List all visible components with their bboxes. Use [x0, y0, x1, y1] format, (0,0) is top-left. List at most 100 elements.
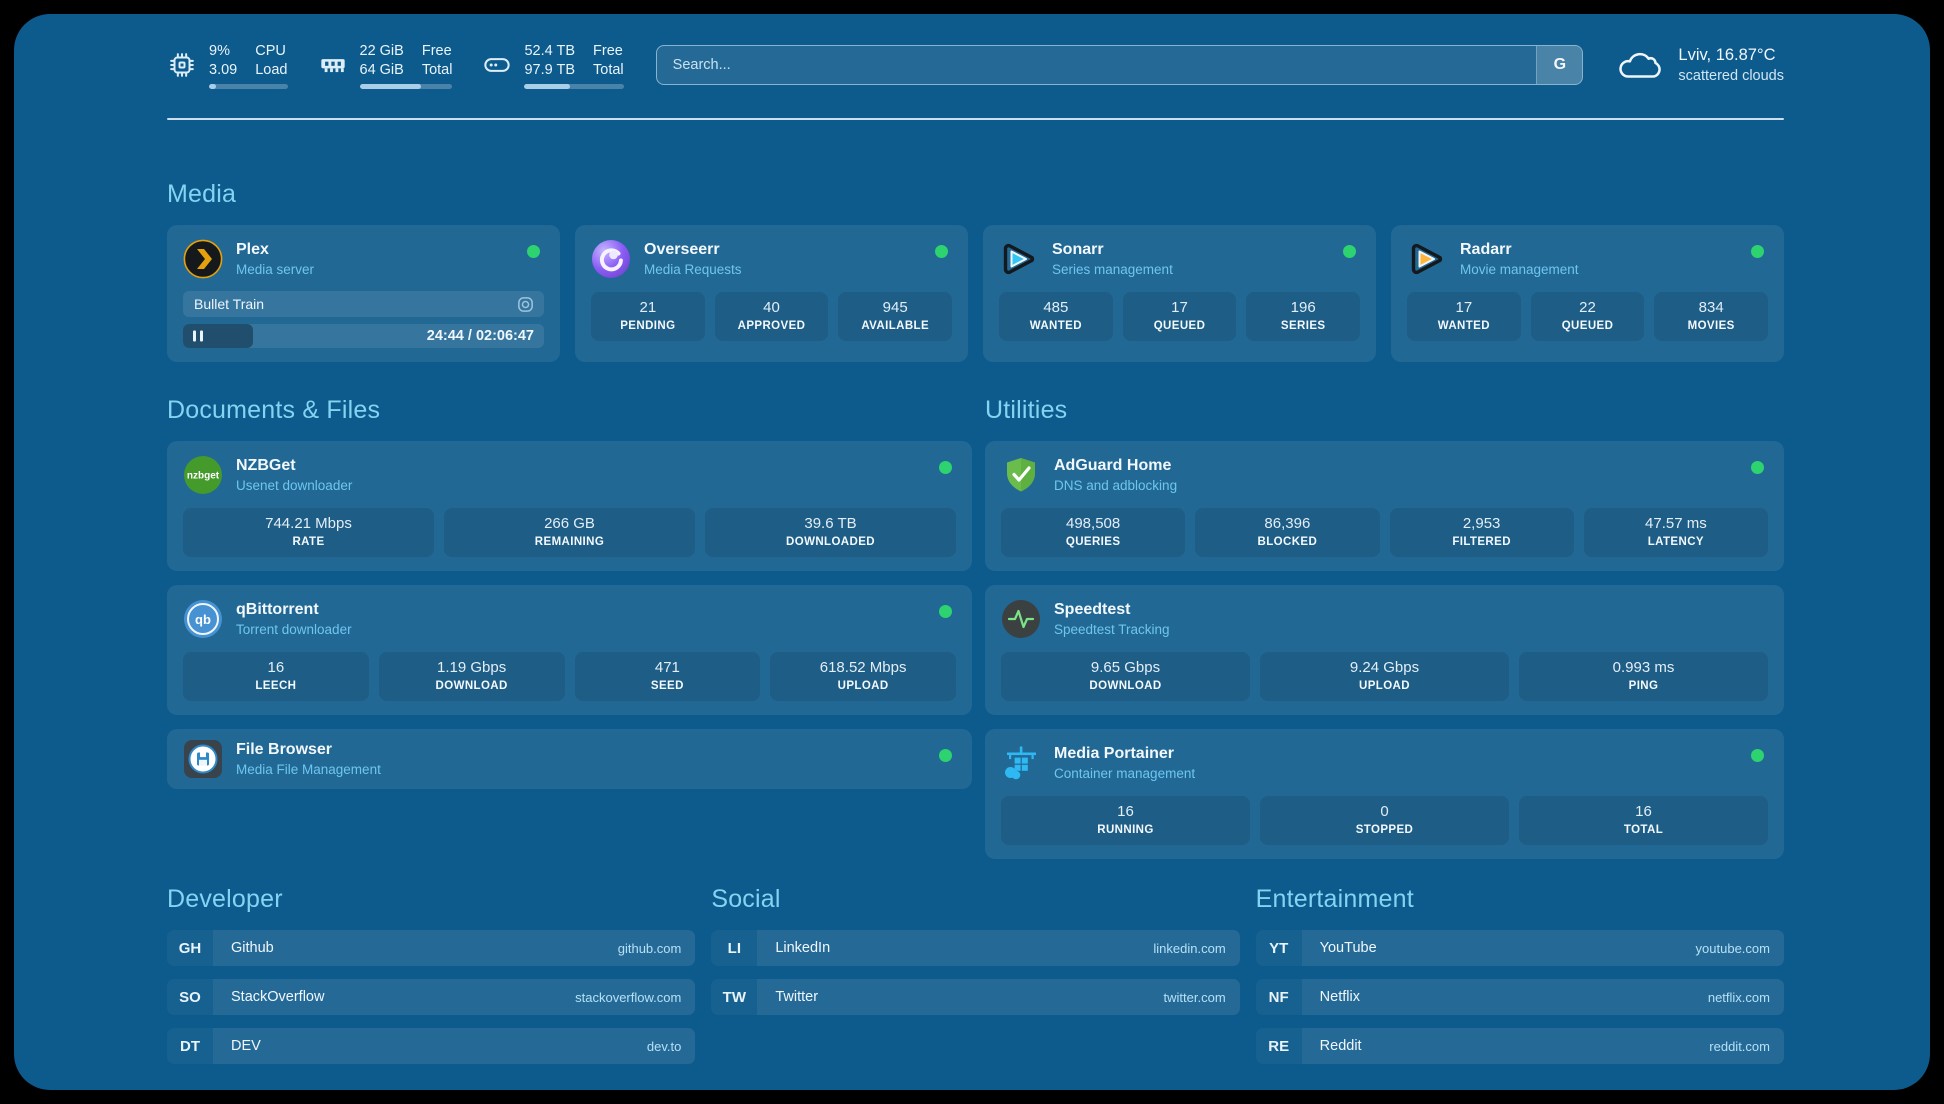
bookmark-twitter[interactable]: TW Twitter twitter.com [711, 979, 1240, 1015]
stat-box: 0 STOPPED [1260, 796, 1509, 845]
pause-icon[interactable] [193, 330, 203, 342]
dashboard-panel: 9% 3.09 CPU Load [14, 14, 1930, 1090]
section-title-social: Social [711, 885, 781, 913]
service-card-filebrowser[interactable]: File Browser Media File Management [167, 729, 972, 789]
service-name: NZBGet [236, 456, 296, 474]
stat-box: 618.52 Mbps UPLOAD [770, 652, 956, 701]
cpu-percent: 9% [209, 42, 230, 59]
stat-box: 40 APPROVED [714, 292, 829, 341]
filebrowser-icon [183, 739, 223, 779]
session-view-icon[interactable] [516, 295, 535, 314]
adguard-icon [1001, 455, 1041, 495]
cpu-icon [170, 53, 194, 77]
status-dot [939, 605, 952, 618]
bookmark-dev[interactable]: DT DEV dev.to [167, 1028, 696, 1064]
bookmark-stackoverflow[interactable]: SO StackOverflow stackoverflow.com [167, 979, 696, 1015]
disk-icon [484, 58, 511, 72]
stat-box: 47.57 ms LATENCY [1583, 508, 1768, 557]
media-card-grid: Plex Media server Bullet Train 24:44 / 0… [167, 225, 1784, 362]
stat-box: 2,953 FILTERED [1389, 508, 1574, 557]
stat-box: 86,396 BLOCKED [1195, 508, 1380, 557]
bookmark-name: YouTube [1319, 940, 1377, 956]
cpu-label-2: Load [255, 61, 288, 78]
status-dot [939, 461, 952, 474]
status-dot [935, 245, 948, 258]
bookmark-url: reddit.com [1709, 1038, 1770, 1054]
bookmark-name: Github [231, 940, 274, 956]
bookmark-reddit[interactable]: RE Reddit reddit.com [1255, 1028, 1784, 1064]
plex-icon [183, 239, 223, 279]
now-playing-row: Bullet Train [183, 291, 544, 317]
cloud-icon [1619, 52, 1662, 78]
service-card-overseerr[interactable]: Overseerr Media Requests 21 PENDING 40 A… [575, 225, 968, 362]
section-title-documents: Documents & Files [167, 396, 381, 424]
memory-free: 22 GiB [359, 42, 404, 59]
bookmark-group-entertainment: Entertainment YT YouTube youtube.com NF … [1255, 885, 1784, 1064]
bookmark-url: youtube.com [1695, 940, 1770, 956]
service-subtitle: Media File Management [236, 761, 381, 777]
service-subtitle: Speedtest Tracking [1054, 621, 1170, 637]
disk-total: 97.9 TB [524, 61, 576, 78]
stat-box: 0.993 ms PING [1519, 652, 1768, 701]
google-search-button[interactable]: G [1536, 46, 1583, 84]
memory-icon [320, 59, 345, 73]
service-card-sonarr[interactable]: Sonarr Series management 485 WANTED 17 Q… [983, 225, 1376, 362]
playback-progress-bar: 24:44 / 02:06:47 [183, 324, 544, 348]
playback-time: 24:44 / 02:06:47 [426, 328, 534, 344]
section-title-entertainment: Entertainment [1255, 885, 1414, 913]
stat-box: 834 MOVIES [1654, 292, 1769, 341]
stat-box: 17 QUEUED [1122, 292, 1237, 341]
stat-box: 498,508 QUERIES [1001, 508, 1186, 557]
bookmark-youtube[interactable]: YT YouTube youtube.com [1255, 930, 1784, 966]
nzbget-icon: nzbget [183, 455, 223, 495]
bookmark-name: Netflix [1319, 989, 1360, 1005]
stat-box: 16 TOTAL [1519, 796, 1768, 845]
bookmark-github[interactable]: GH Github github.com [167, 930, 696, 966]
bookmark-name: StackOverflow [231, 989, 325, 1005]
service-card-radarr[interactable]: Radarr Movie management 17 WANTED 22 QUE… [1391, 225, 1784, 362]
service-card-portainer[interactable]: Media Portainer Container management 16 … [985, 729, 1784, 859]
search-bar: G [655, 45, 1584, 85]
service-name: Sonarr [1052, 240, 1104, 258]
service-name: Speedtest [1054, 600, 1131, 618]
memory-label-1: Free [421, 42, 452, 59]
bookmark-url: stackoverflow.com [575, 989, 682, 1005]
speedtest-icon [1001, 599, 1041, 639]
service-card-nzbget[interactable]: nzbget NZBGet Usenet downloader 744.21 M… [167, 441, 972, 571]
service-subtitle: DNS and adblocking [1054, 477, 1178, 493]
bookmark-abbr: LI [711, 930, 758, 966]
bookmark-netflix[interactable]: NF Netflix netflix.com [1255, 979, 1784, 1015]
service-subtitle: Series management [1052, 261, 1173, 277]
service-name: File Browser [236, 740, 333, 758]
cpu-progress-bar [209, 83, 288, 89]
svg-text:qb: qb [195, 612, 211, 627]
service-name: qBittorrent [236, 600, 319, 618]
topbar-divider [167, 118, 1784, 120]
stat-box: 1.19 Gbps DOWNLOAD [378, 652, 565, 701]
service-name: Radarr [1460, 240, 1512, 258]
service-card-qbittorrent[interactable]: qb qBittorrent Torrent downloader 16 LEE… [167, 585, 972, 715]
stat-box: 22 QUEUED [1530, 292, 1645, 341]
status-dot [1751, 245, 1764, 258]
bookmark-url: dev.to [646, 1038, 682, 1054]
stat-box: 266 GB REMAINING [444, 508, 695, 557]
radarr-icon [1407, 239, 1447, 279]
search-input[interactable] [656, 57, 1537, 73]
bookmark-abbr: RE [1255, 1028, 1302, 1064]
service-card-plex[interactable]: Plex Media server Bullet Train 24:44 / 0… [167, 225, 560, 362]
bookmark-group-social: Social LI LinkedIn linkedin.com TW Twitt… [711, 885, 1240, 1064]
stat-box: 945 AVAILABLE [838, 292, 953, 341]
bookmark-linkedin[interactable]: LI LinkedIn linkedin.com [711, 930, 1240, 966]
disk-label-2: Total [593, 61, 624, 78]
stat-box: 17 WANTED [1407, 292, 1521, 341]
service-card-speedtest[interactable]: Speedtest Speedtest Tracking 9.65 Gbps D… [985, 585, 1784, 715]
section-title-utilities: Utilities [985, 396, 1068, 424]
bookmark-name: Reddit [1319, 1038, 1362, 1054]
service-card-adguard[interactable]: AdGuard Home DNS and adblocking 498,508 … [985, 441, 1784, 571]
status-dot [939, 749, 952, 762]
service-subtitle: Usenet downloader [236, 477, 353, 493]
now-playing-title: Bullet Train [194, 296, 265, 312]
memory-label-2: Total [421, 61, 453, 78]
bookmark-url: netflix.com [1707, 989, 1770, 1005]
stat-box: 744.21 Mbps RATE [183, 508, 434, 557]
